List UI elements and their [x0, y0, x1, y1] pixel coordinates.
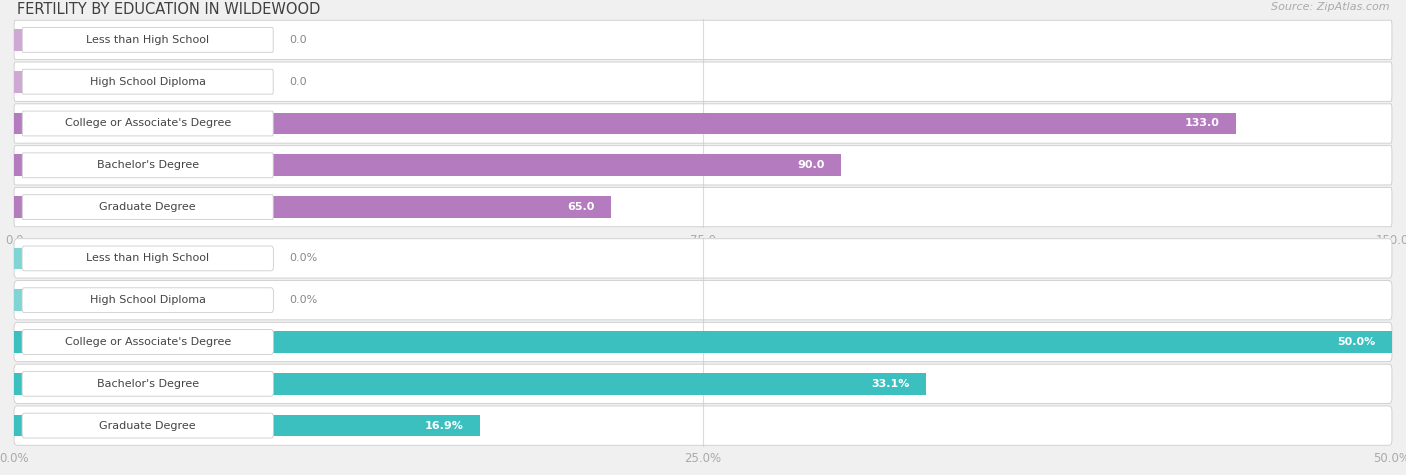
Bar: [14, 415, 479, 437]
Text: Bachelor's Degree: Bachelor's Degree: [97, 379, 198, 389]
Text: FERTILITY BY EDUCATION IN WILDEWOOD: FERTILITY BY EDUCATION IN WILDEWOOD: [17, 2, 321, 18]
FancyBboxPatch shape: [22, 246, 273, 271]
FancyBboxPatch shape: [14, 20, 1392, 59]
FancyBboxPatch shape: [22, 195, 273, 219]
Text: 16.9%: 16.9%: [425, 420, 463, 431]
Text: Graduate Degree: Graduate Degree: [100, 420, 195, 431]
FancyBboxPatch shape: [14, 406, 1392, 445]
FancyBboxPatch shape: [14, 239, 1392, 278]
Bar: [14, 71, 269, 93]
Bar: [14, 29, 269, 51]
Text: Graduate Degree: Graduate Degree: [100, 202, 195, 212]
FancyBboxPatch shape: [22, 153, 273, 178]
Text: 0.0%: 0.0%: [290, 253, 318, 264]
Bar: [14, 113, 1236, 134]
Text: 65.0: 65.0: [567, 202, 595, 212]
Text: High School Diploma: High School Diploma: [90, 295, 205, 305]
FancyBboxPatch shape: [22, 288, 273, 313]
FancyBboxPatch shape: [14, 323, 1392, 361]
Text: 50.0%: 50.0%: [1337, 337, 1375, 347]
FancyBboxPatch shape: [22, 28, 273, 52]
FancyBboxPatch shape: [14, 146, 1392, 185]
Text: 133.0: 133.0: [1184, 118, 1219, 129]
Bar: [14, 331, 1392, 353]
FancyBboxPatch shape: [22, 111, 273, 136]
Bar: [14, 373, 927, 395]
Bar: [14, 289, 269, 311]
Bar: [14, 154, 841, 176]
FancyBboxPatch shape: [22, 371, 273, 396]
FancyBboxPatch shape: [14, 62, 1392, 101]
FancyBboxPatch shape: [22, 69, 273, 94]
Bar: [14, 196, 612, 218]
FancyBboxPatch shape: [14, 281, 1392, 320]
Text: 0.0: 0.0: [290, 76, 308, 87]
Text: 0.0: 0.0: [290, 35, 308, 45]
Bar: [14, 247, 269, 269]
Text: Bachelor's Degree: Bachelor's Degree: [97, 160, 198, 171]
Text: Source: ZipAtlas.com: Source: ZipAtlas.com: [1271, 2, 1389, 12]
FancyBboxPatch shape: [14, 104, 1392, 143]
FancyBboxPatch shape: [22, 413, 273, 438]
Text: 33.1%: 33.1%: [872, 379, 910, 389]
FancyBboxPatch shape: [14, 188, 1392, 227]
Text: College or Associate's Degree: College or Associate's Degree: [65, 118, 231, 129]
Text: College or Associate's Degree: College or Associate's Degree: [65, 337, 231, 347]
FancyBboxPatch shape: [22, 330, 273, 354]
Text: 0.0%: 0.0%: [290, 295, 318, 305]
Text: Less than High School: Less than High School: [86, 253, 209, 264]
Text: High School Diploma: High School Diploma: [90, 76, 205, 87]
Text: Less than High School: Less than High School: [86, 35, 209, 45]
Text: 90.0: 90.0: [797, 160, 824, 171]
FancyBboxPatch shape: [14, 364, 1392, 403]
